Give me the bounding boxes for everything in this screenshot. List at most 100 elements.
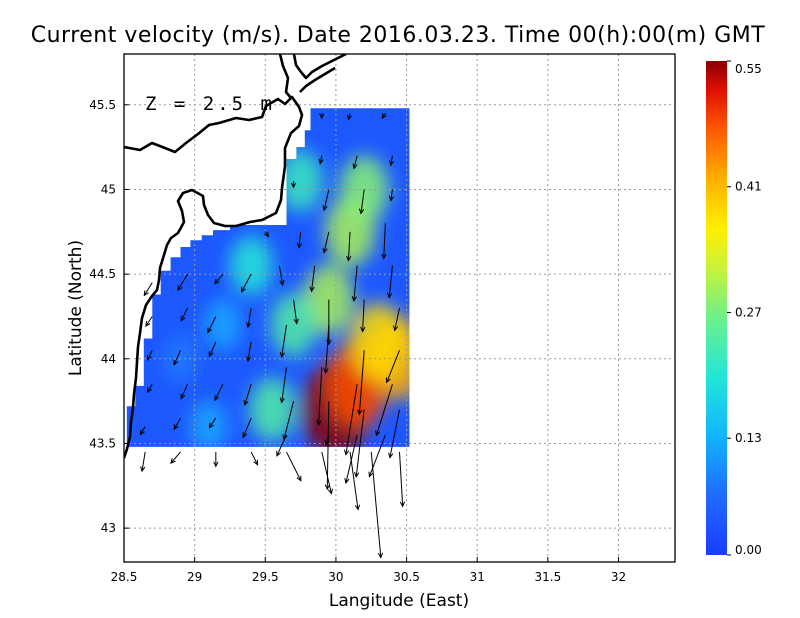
arrow-shaft: [145, 316, 153, 327]
arrow-shaft: [177, 273, 189, 291]
arrow-head: [324, 439, 330, 446]
velocity-arrow: [278, 265, 285, 287]
velocity-arrow: [349, 451, 361, 511]
colorbar-ticks: 0.00 0.13 0.27 0.41 0.55: [727, 60, 762, 557]
colorbar-tick-label: 0.41: [735, 180, 762, 194]
velocity-arrow: [213, 451, 219, 468]
arrow-head: [208, 351, 214, 358]
velocity-arrow: [319, 113, 325, 120]
arrow-shaft: [247, 341, 252, 362]
y-tick-label: 45: [101, 182, 116, 196]
arrow-head: [180, 393, 186, 400]
arrow-head: [375, 430, 381, 437]
arrow-head: [170, 458, 176, 465]
velocity-arrow: [279, 367, 287, 404]
arrow-head: [388, 195, 395, 202]
arrow-head: [173, 424, 179, 431]
arrow-shaft: [360, 189, 365, 214]
velocity-arrow: [242, 417, 252, 439]
velocity-arrow: [146, 383, 153, 394]
arrow-head: [319, 113, 325, 120]
arrow-head: [177, 285, 183, 292]
speed-hotspot: [204, 298, 242, 351]
arrow-shaft: [207, 316, 217, 333]
arrow-head: [207, 327, 213, 334]
arrow-head: [279, 352, 285, 359]
velocity-arrow: [139, 426, 146, 436]
grid-lines: [124, 54, 675, 562]
arrow-head: [343, 449, 350, 456]
arrow-shaft: [298, 231, 302, 248]
arrow-shaft: [147, 350, 153, 361]
arrow-head: [279, 397, 285, 404]
arrow-head: [279, 279, 285, 287]
arrow-head: [140, 466, 146, 473]
arrow-shaft: [173, 350, 181, 365]
arrow-shaft: [170, 451, 181, 464]
velocity-arrow: [385, 350, 400, 384]
arrow-head: [243, 399, 249, 407]
arrow-shaft: [281, 367, 287, 403]
arrow-shaft: [323, 189, 330, 211]
velocity-arrow: [322, 189, 330, 212]
colorbar: 0.00 0.13 0.27 0.41 0.55: [706, 60, 762, 557]
depth-label: Z = 2.5 m: [145, 93, 275, 115]
y-tick-label: 44.5: [89, 267, 116, 281]
arrow-shaft: [180, 383, 189, 399]
velocity-arrow: [243, 384, 252, 407]
colorbar-tick-label: 0.00: [735, 543, 762, 557]
velocity-arrow: [381, 223, 387, 260]
velocity-arrow: [263, 231, 270, 238]
arrow-shaft: [399, 451, 404, 507]
arrow-head: [352, 163, 358, 170]
arrow-head: [143, 290, 149, 297]
x-tick-label: 30: [328, 570, 343, 584]
velocity-arrow: [360, 299, 366, 333]
arrow-head: [385, 377, 391, 384]
arrow-shaft: [394, 307, 400, 331]
arrow-head: [354, 471, 360, 478]
y-axis-label: Latitude (North): [66, 240, 86, 376]
plot-frame: [123, 53, 676, 563]
velocity-arrow: [246, 341, 252, 363]
arrow-head: [324, 484, 330, 491]
arrow-shaft: [283, 401, 295, 440]
arrow-shaft: [214, 383, 224, 401]
x-tick-label: 32: [611, 570, 626, 584]
velocity-arrow: [370, 451, 384, 559]
arrow-shaft: [389, 409, 400, 458]
arrow-shaft: [143, 282, 153, 296]
arrow-head: [146, 387, 152, 394]
x-tick-label: 31: [470, 570, 485, 584]
velocity-arrow: [358, 189, 365, 215]
arrow-head: [354, 504, 361, 511]
velocity-arrow: [316, 367, 323, 427]
speed-hotspot: [190, 400, 228, 447]
arrow-head: [360, 326, 366, 333]
colorbar-tick-label: 0.27: [735, 305, 762, 319]
arrow-shaft: [353, 155, 358, 169]
arrow-shaft: [247, 307, 252, 328]
arrow-head: [241, 286, 246, 293]
velocity-arrow: [387, 265, 393, 299]
arrow-head: [381, 113, 387, 120]
arrow-shaft: [319, 155, 323, 164]
arrow-shaft: [311, 265, 316, 292]
colorbar-tick-label: 0.13: [735, 431, 762, 445]
arrow-head: [296, 475, 302, 482]
arrow-head: [316, 420, 322, 427]
arrow-head: [139, 429, 145, 436]
arrow-shaft: [214, 273, 224, 285]
arrow-shaft: [370, 451, 382, 558]
arrow-shaft: [326, 401, 330, 490]
velocity-arrow: [207, 316, 217, 334]
arrow-head: [387, 292, 393, 299]
arrow-shaft: [276, 434, 287, 457]
velocity-arrow: [318, 155, 324, 165]
arrow-head: [214, 278, 220, 285]
arrow-head: [293, 318, 299, 325]
arrow-shaft: [349, 451, 359, 510]
arrow-shaft: [390, 155, 393, 166]
y-tick-label: 45.5: [89, 98, 116, 112]
